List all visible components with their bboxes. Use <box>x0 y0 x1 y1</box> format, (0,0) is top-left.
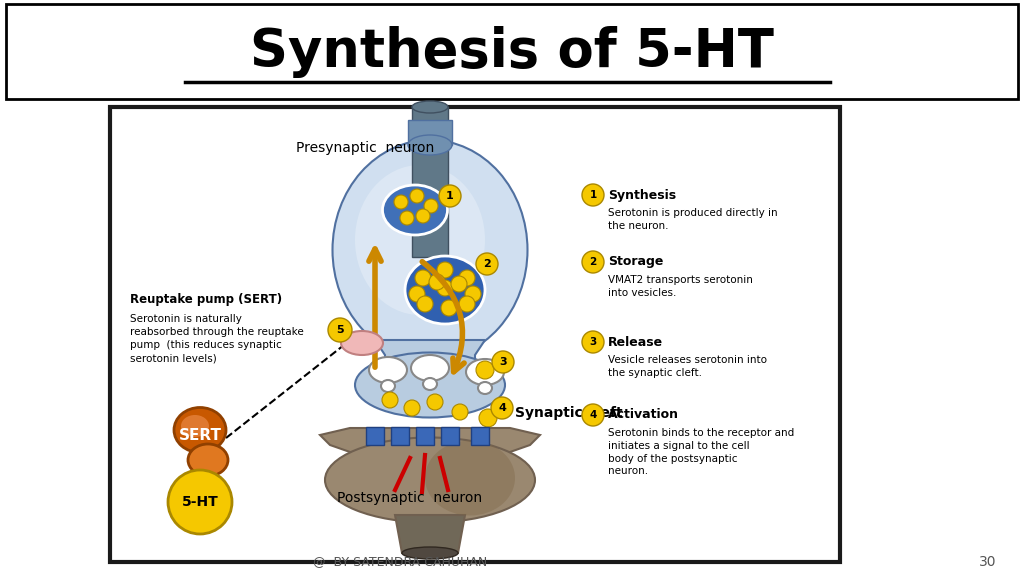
Circle shape <box>328 318 352 342</box>
Circle shape <box>429 274 445 290</box>
Ellipse shape <box>381 380 395 392</box>
Circle shape <box>476 361 494 379</box>
Circle shape <box>416 209 430 223</box>
Circle shape <box>451 276 467 292</box>
Ellipse shape <box>402 547 458 559</box>
Ellipse shape <box>411 355 449 381</box>
Circle shape <box>479 409 497 427</box>
Circle shape <box>400 211 414 225</box>
Circle shape <box>582 251 604 273</box>
FancyBboxPatch shape <box>471 427 489 445</box>
Text: 1: 1 <box>590 190 597 200</box>
Circle shape <box>439 185 461 207</box>
Circle shape <box>465 286 481 302</box>
Circle shape <box>394 195 408 209</box>
Ellipse shape <box>355 353 505 418</box>
FancyBboxPatch shape <box>412 107 449 257</box>
Text: 30: 30 <box>979 555 996 569</box>
FancyBboxPatch shape <box>110 107 840 562</box>
Ellipse shape <box>466 359 504 385</box>
Ellipse shape <box>188 444 228 476</box>
Circle shape <box>404 400 420 416</box>
Ellipse shape <box>174 407 226 453</box>
Circle shape <box>424 199 438 213</box>
Text: Serotonin binds to the receptor and
initiates a signal to the cell
body of the p: Serotonin binds to the receptor and init… <box>608 428 795 476</box>
Circle shape <box>437 280 453 296</box>
Text: Presynaptic  neuron: Presynaptic neuron <box>296 141 434 155</box>
Circle shape <box>417 296 433 312</box>
Ellipse shape <box>333 140 527 360</box>
Text: Activation: Activation <box>608 408 679 422</box>
Text: Serotonin is naturally
reabsorbed through the reuptake
pump  (this reduces synap: Serotonin is naturally reabsorbed throug… <box>130 314 304 363</box>
Circle shape <box>476 253 498 275</box>
Ellipse shape <box>423 378 437 390</box>
FancyBboxPatch shape <box>441 427 459 445</box>
Circle shape <box>452 404 468 420</box>
Text: Synthesis of 5-HT: Synthesis of 5-HT <box>250 26 774 78</box>
Text: 4: 4 <box>590 410 597 420</box>
Text: SERT: SERT <box>178 429 221 444</box>
Ellipse shape <box>355 165 485 315</box>
Text: Storage: Storage <box>608 256 664 268</box>
Ellipse shape <box>408 135 452 155</box>
Circle shape <box>582 184 604 206</box>
Circle shape <box>168 470 232 534</box>
Text: @  BY SATENDRA CAHUHAN: @ BY SATENDRA CAHUHAN <box>313 555 487 569</box>
Text: Reuptake pump (SERT): Reuptake pump (SERT) <box>130 294 283 306</box>
Text: Synaptic cleft: Synaptic cleft <box>515 406 623 420</box>
Text: Serotonin is produced directly in
the neuron.: Serotonin is produced directly in the ne… <box>608 208 777 231</box>
Polygon shape <box>375 340 485 385</box>
Text: Synthesis: Synthesis <box>608 188 676 202</box>
Circle shape <box>437 262 453 278</box>
Text: 5: 5 <box>336 325 344 335</box>
Ellipse shape <box>383 185 447 235</box>
Text: Release: Release <box>608 335 664 348</box>
Circle shape <box>415 270 431 286</box>
Circle shape <box>582 331 604 353</box>
Text: 1: 1 <box>446 191 454 201</box>
Text: VMAT2 transports serotonin
into vesicles.: VMAT2 transports serotonin into vesicles… <box>608 275 753 298</box>
Text: 3: 3 <box>590 337 597 347</box>
FancyBboxPatch shape <box>391 427 409 445</box>
Text: 3: 3 <box>499 357 507 367</box>
Text: 4: 4 <box>498 403 506 413</box>
Circle shape <box>427 394 443 410</box>
Circle shape <box>492 351 514 373</box>
Circle shape <box>459 270 475 286</box>
Ellipse shape <box>369 357 407 383</box>
FancyBboxPatch shape <box>416 427 434 445</box>
Text: 5-HT: 5-HT <box>181 495 218 509</box>
Ellipse shape <box>341 331 383 355</box>
Circle shape <box>490 397 513 419</box>
Circle shape <box>582 404 604 426</box>
Text: 2: 2 <box>590 257 597 267</box>
Circle shape <box>382 392 398 408</box>
Circle shape <box>410 189 424 203</box>
Ellipse shape <box>325 438 535 522</box>
Text: Vesicle releases serotonin into
the synaptic cleft.: Vesicle releases serotonin into the syna… <box>608 355 767 378</box>
Ellipse shape <box>406 256 485 324</box>
Ellipse shape <box>478 382 492 394</box>
Circle shape <box>441 300 457 316</box>
Text: Postsynaptic  neuron: Postsynaptic neuron <box>338 491 482 505</box>
Text: 2: 2 <box>483 259 490 269</box>
Polygon shape <box>395 515 465 553</box>
FancyBboxPatch shape <box>366 427 384 445</box>
Circle shape <box>409 286 425 302</box>
Polygon shape <box>408 120 452 145</box>
Ellipse shape <box>181 415 209 437</box>
Ellipse shape <box>425 441 515 516</box>
FancyBboxPatch shape <box>6 4 1018 99</box>
Polygon shape <box>319 428 540 452</box>
Ellipse shape <box>412 101 449 113</box>
Circle shape <box>459 296 475 312</box>
